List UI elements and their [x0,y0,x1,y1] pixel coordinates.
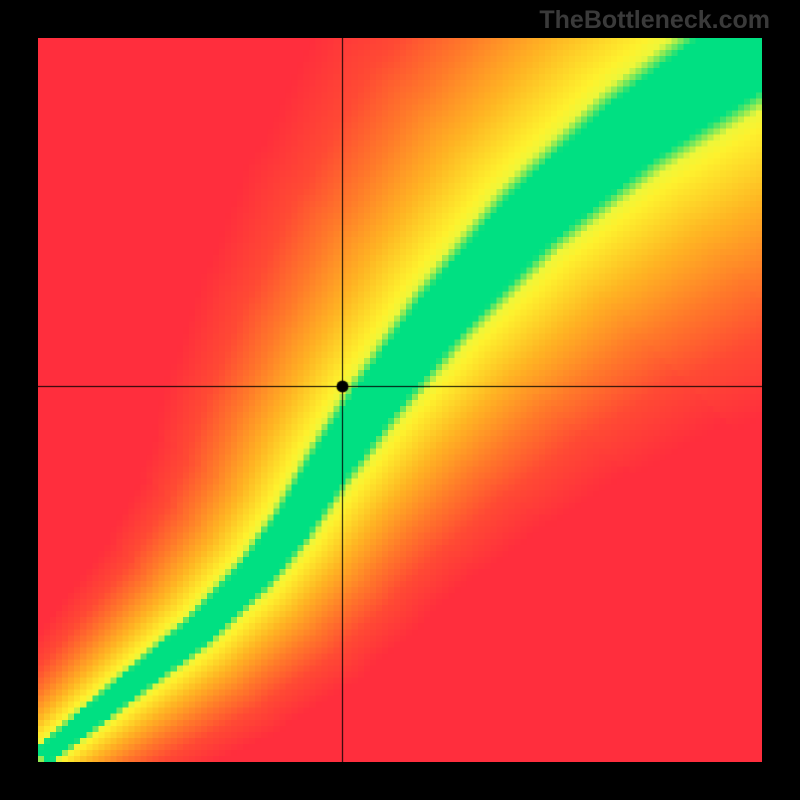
chart-container: { "watermark": { "text": "TheBottleneck.… [0,0,800,800]
bottleneck-heatmap [38,38,762,762]
watermark-text: TheBottleneck.com [539,6,770,35]
